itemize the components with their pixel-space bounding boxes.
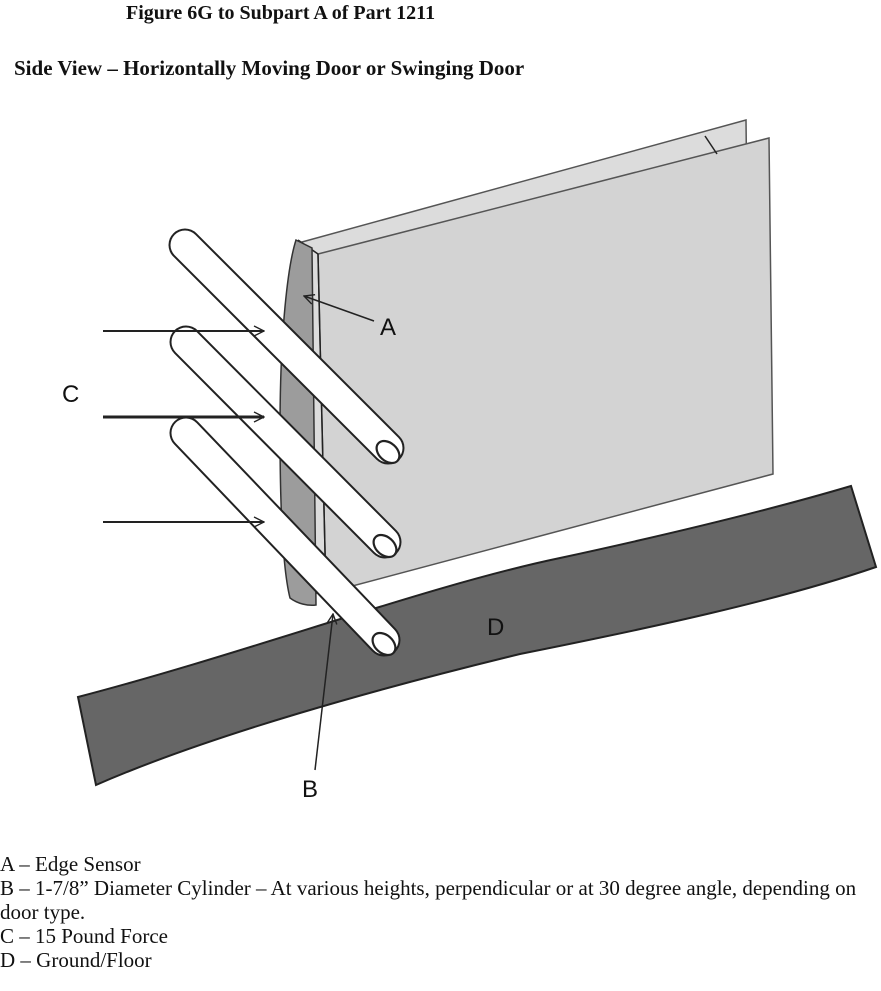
cylinder-pointer [314,614,333,771]
floor [76,484,878,787]
figure-title: Figure 6G to Subpart A of Part 1211 [126,2,436,24]
force-arrows [103,331,264,522]
legend-item-c: C – 15 Pound Force [0,924,168,948]
sensor-pointer [304,296,375,322]
cylinder-middle [169,325,402,559]
label-d: D [487,614,504,641]
cylinder-top [168,228,405,465]
figure-subtitle: Side View – Horizontally Moving Door or … [14,56,525,80]
legend-item-a: A – Edge Sensor [0,852,141,876]
label-c: C [62,381,79,408]
legend-item-d: D – Ground/Floor [0,948,152,972]
legend-item-b: B – 1-7/8” Diameter Cylinder – At variou… [0,876,857,924]
label-b: B [302,776,318,803]
label-a: A [380,314,396,341]
legend: A – Edge Sensor B – 1-7/8” Diameter Cyli… [0,852,860,972]
label-pointers [304,296,375,771]
cylinder-bottom [169,416,401,657]
door-diagram: A B C D [62,119,878,803]
